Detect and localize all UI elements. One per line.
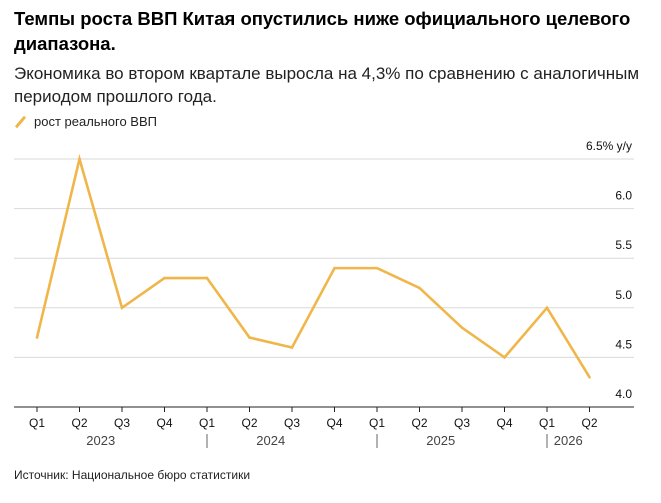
data-point — [333, 266, 336, 270]
y-tick-label: 5.0 — [615, 288, 632, 302]
source-note: Источник: Национальное бюро статистики — [14, 468, 251, 482]
legend-label: рост реального ВВП — [34, 114, 157, 129]
data-point — [248, 336, 251, 339]
y-axis-ticks: 4.0 4.5 5.0 5.5 6.0 6.5% y/y — [586, 139, 632, 401]
x-tick-label: Q1 — [369, 416, 385, 430]
y-tick-label: 6.5% y/y — [586, 139, 632, 153]
data-point — [35, 336, 39, 339]
data-point — [375, 266, 379, 270]
x-tick-label: Q1 — [539, 416, 555, 430]
data-point — [503, 356, 506, 359]
year-label: 2024 — [256, 433, 285, 448]
x-tick-label: Q2 — [581, 416, 597, 430]
data-point — [163, 276, 166, 280]
y-tick-label: 4.5 — [615, 337, 632, 351]
data-point — [205, 276, 209, 280]
data-point — [290, 346, 294, 349]
data-point — [460, 326, 464, 329]
series-line — [35, 153, 591, 378]
data-point — [120, 306, 124, 310]
chart-subtitle: Экономика во втором квартале выросла на … — [14, 64, 640, 106]
data-point — [78, 157, 81, 161]
x-tick-label: Q3 — [114, 416, 130, 430]
y-tick-label: 5.5 — [615, 238, 632, 252]
x-axis-ticks: Q1 Q2 Q3 Q4 Q1 Q2 Q3 Q4 Q1 Q2 Q3 Q4 Q1 Q2 — [29, 407, 598, 430]
legend: рост реального ВВП — [14, 114, 157, 129]
x-tick-label: Q2 — [71, 416, 87, 430]
x-tick-label: Q3 — [284, 416, 300, 430]
data-point — [545, 306, 549, 310]
data-point — [588, 375, 591, 379]
x-tick-label: Q3 — [454, 416, 470, 430]
chart-title: Темпы роста ВВП Китая опустились ниже оф… — [14, 8, 631, 54]
year-label: 2025 — [426, 433, 455, 448]
grid-lines — [14, 158, 634, 408]
year-label: 2023 — [86, 433, 115, 448]
x-tick-label: Q4 — [496, 416, 512, 430]
x-tick-label: Q1 — [29, 416, 45, 430]
data-point — [418, 286, 421, 290]
y-tick-label: 6.0 — [615, 189, 632, 203]
x-tick-label: Q2 — [411, 416, 427, 430]
series-lines — [35, 153, 591, 379]
x-tick-label: Q1 — [199, 416, 215, 430]
year-labels: 2023 2024 2025 2026 — [86, 433, 583, 448]
x-tick-label: Q4 — [156, 416, 172, 430]
y-tick-label: 4.0 — [615, 387, 632, 401]
year-label: 2026 — [554, 433, 583, 448]
x-tick-label: Q4 — [326, 416, 342, 430]
x-tick-label: Q2 — [241, 416, 257, 430]
